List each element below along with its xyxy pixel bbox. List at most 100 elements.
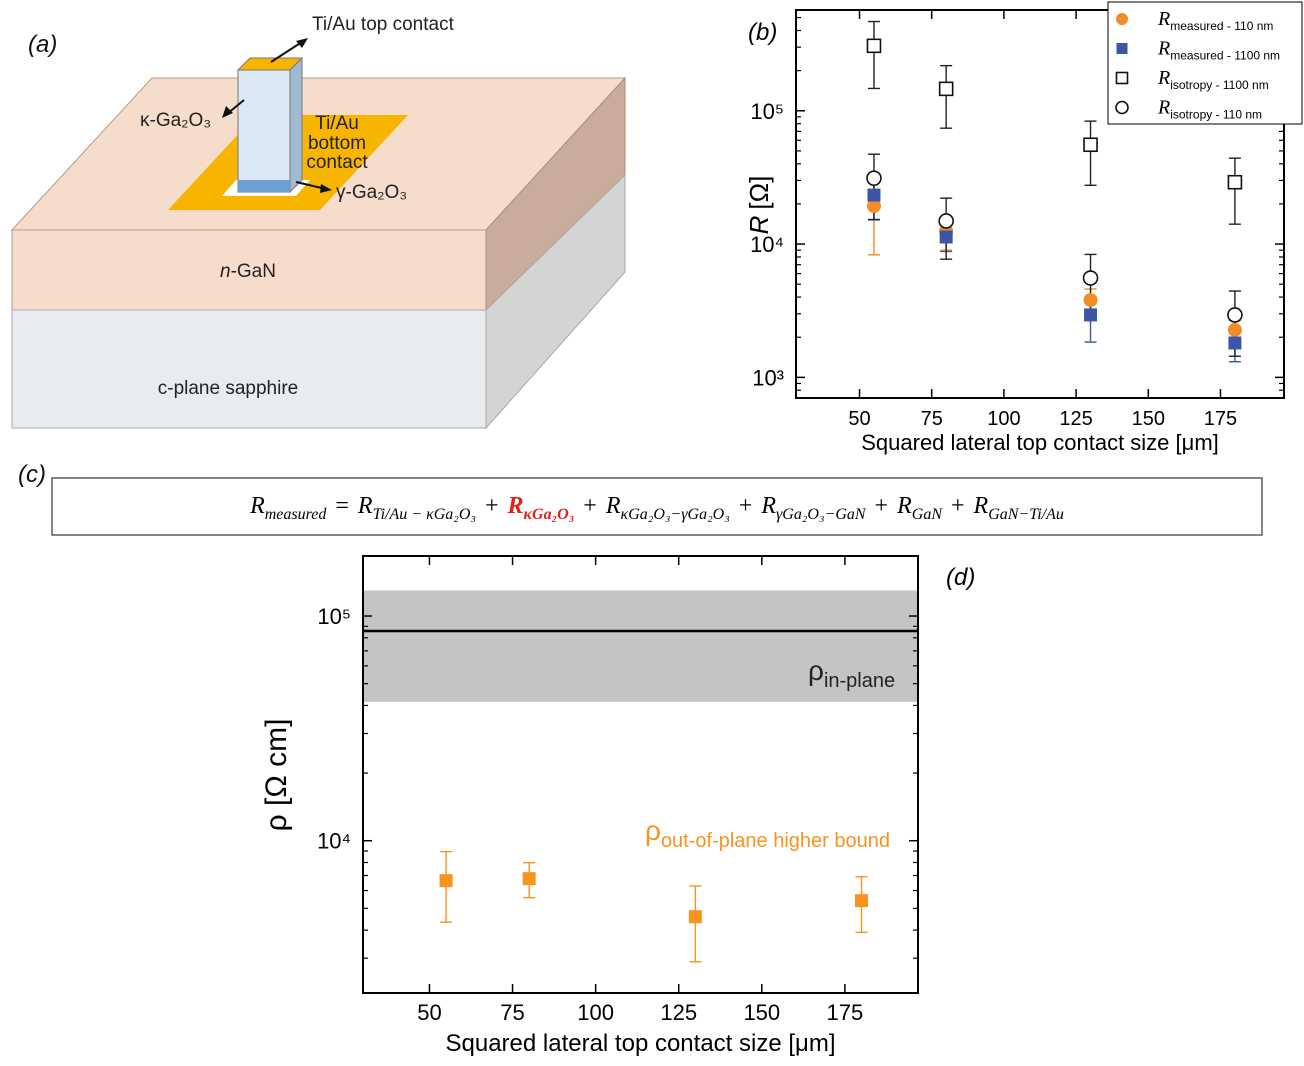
x-tick-label: 150 (743, 1000, 780, 1025)
eq-symbol: R (507, 493, 524, 519)
x-tick-label: 50 (848, 408, 870, 430)
x-tick-label: 75 (500, 1000, 524, 1025)
annotation: ρout-of-plane higher bound (645, 815, 890, 852)
equation: Rmeasured = RTi/Au − κGa₂O₃ + RκGa₂O₃ + RκGa₂O… (249, 493, 1064, 523)
eq-subscript: κGa₂O₃ (524, 506, 575, 523)
y-axis-label: R [Ω] (744, 176, 774, 235)
legend-symbol: R (1157, 8, 1170, 30)
marker (866, 170, 882, 186)
eq-subscript: GaN (912, 506, 944, 523)
y-axis-label: ρ [Ω cm] (260, 719, 293, 832)
y-tick-label: 10³ (752, 365, 784, 390)
legend-symbol: R (1157, 38, 1170, 60)
error-bar (1084, 120, 1097, 186)
annotation-subscript: out-of-plane higher bound (661, 830, 890, 852)
sapphire-front-face (11, 309, 487, 429)
y-tick-label: 10⁵ (317, 604, 351, 629)
legend-subscript: measured - 1100 nm (1170, 49, 1280, 63)
annotation: ρin-plane (808, 655, 895, 692)
band (363, 590, 918, 702)
y-tick-label: 10⁴ (750, 232, 784, 257)
marker (939, 230, 953, 244)
marker (938, 81, 954, 97)
marker (1115, 100, 1129, 115)
x-tick-label: 125 (660, 1000, 697, 1025)
marker (866, 198, 881, 213)
label-part: -GaN (231, 261, 276, 282)
equation-box (51, 477, 1263, 536)
marker (1084, 308, 1098, 322)
arrow-head (320, 184, 332, 193)
panel-label: (c) (18, 461, 46, 488)
marker (1083, 137, 1098, 153)
legend-symbol: R (1157, 97, 1170, 119)
diagram-label: κ-Ga₂O₃ (140, 110, 211, 131)
pillar-side (289, 56, 303, 194)
legend-subscript: isotropy - 1100 nm (1170, 78, 1269, 92)
eq-symbol: R (760, 493, 776, 519)
legend-label: Rmeasured - 110 nm (1157, 8, 1273, 33)
y-tick-label: 10⁴ (317, 829, 351, 854)
eq-symbol: R (973, 493, 989, 519)
eq-subscript: γGa₂O₃−GaN (776, 506, 867, 523)
x-tick-label: 50 (417, 1000, 441, 1025)
legend-label: Rmeasured - 1100 nm (1157, 38, 1280, 63)
y-axis-label-part: R (744, 216, 774, 235)
error-bar (940, 64, 953, 129)
device-diagram: (a) Ti/Au top contact κ-Ga₂O₃ Ti/Au bott… (10, 14, 627, 430)
plot-frame (362, 555, 919, 994)
panel-label: (d) (946, 564, 975, 591)
legend-box (1107, 1, 1303, 125)
eq-subscript: Ti/Au − κGa₂O₃ (373, 506, 476, 523)
legend-subscript: isotropy - 110 nm (1170, 108, 1262, 122)
eq-subscript: GaN−Ti/Au (988, 506, 1064, 523)
eq-operator: + (875, 493, 889, 519)
x-axis-label: Squared lateral top contact size [μm] (445, 1030, 835, 1057)
x-tick-label: 100 (577, 1000, 614, 1025)
marker (938, 213, 954, 229)
eq-operator: + (583, 493, 597, 519)
diagram-label: c-plane sapphire (158, 378, 298, 399)
diagram-label: bottom (308, 133, 366, 154)
panel-label: (b) (748, 19, 777, 46)
marker (1116, 13, 1128, 25)
marker (1227, 307, 1243, 323)
top-contact (236, 57, 304, 71)
eq-operator: + (739, 493, 753, 519)
marker (688, 910, 702, 924)
diagram-label: Ti/Au (315, 113, 359, 134)
legend-label: Risotropy - 110 nm (1157, 97, 1262, 122)
marker (1115, 71, 1129, 85)
eq-operator: = (335, 493, 349, 519)
annotation-symbol: ρ (645, 815, 661, 846)
marker (439, 874, 453, 888)
annotation-subscript: in-plane (824, 670, 895, 692)
x-tick-label: 175 (827, 1000, 864, 1025)
sapphire-side-face (485, 173, 626, 430)
marker (867, 188, 881, 202)
marker (1228, 336, 1242, 350)
label-part: n (220, 261, 231, 282)
error-bar (867, 20, 880, 90)
y-tick-label: 10⁵ (750, 99, 784, 124)
error-bar (689, 885, 702, 963)
gamma-layer (238, 180, 290, 192)
x-tick-label: 175 (1204, 408, 1237, 430)
arrow-head (296, 38, 308, 48)
diagram-label: n-GaN (220, 261, 276, 282)
eq-subscript: measured (265, 506, 328, 523)
x-tick-label: 150 (1132, 408, 1165, 430)
diagram-label: Ti/Au top contact (312, 14, 455, 35)
x-axis-label: Squared lateral top contact size [μm] (861, 430, 1219, 455)
x-tick-label: 100 (987, 408, 1020, 430)
x-tick-label: 125 (1059, 408, 1092, 430)
marker (1227, 322, 1242, 337)
eq-subscript: κGa₂O₃−γGa₂O₃ (621, 506, 730, 523)
legend-subscript: measured - 110 nm (1170, 19, 1273, 33)
marker (522, 872, 536, 886)
marker (1082, 270, 1099, 286)
eq-symbol: R (249, 493, 265, 519)
eq-symbol: R (357, 493, 373, 519)
